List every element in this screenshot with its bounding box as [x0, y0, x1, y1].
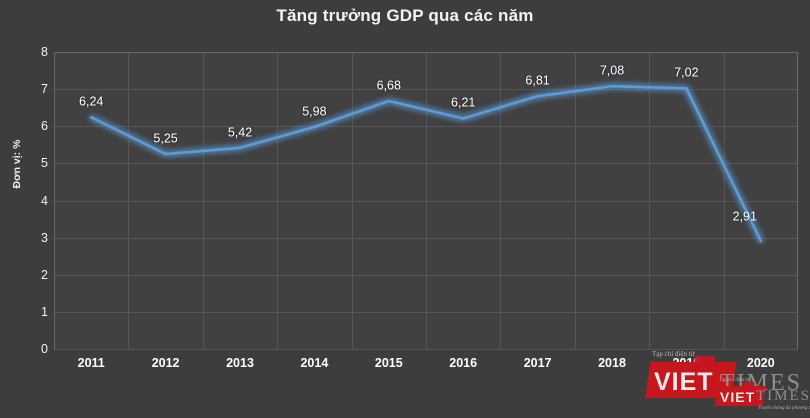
x-axis-tick: 2017 — [523, 356, 552, 370]
x-axis-tick: 2012 — [151, 356, 180, 370]
data-point-label: 6,24 — [79, 94, 104, 109]
watermark-brand-primary: VIET — [720, 389, 756, 405]
grid-line-vertical — [574, 52, 576, 349]
x-axis-tick: 2016 — [449, 356, 478, 370]
watermark-brand-secondary: TIMES — [756, 388, 810, 404]
plot-border-left — [54, 52, 55, 349]
grid-line-vertical — [426, 52, 427, 349]
watermark-tagline: Tạp chí điện tử — [719, 378, 750, 383]
y-axis-tick: 2 — [41, 267, 48, 282]
x-axis-tick: 2020 — [746, 356, 775, 370]
watermark-tagline: Tạp chí điện tử — [652, 350, 695, 358]
data-point-label: 2,91 — [732, 209, 757, 224]
grid-line-vertical — [351, 52, 353, 349]
x-axis-tick: 2014 — [300, 356, 329, 370]
plot-border-right — [797, 52, 798, 349]
data-point-label: 7,02 — [674, 65, 699, 80]
chart-title: Tăng trưởng GDP qua các năm — [276, 6, 534, 25]
plot-border-top — [54, 52, 798, 53]
grid-line-horizontal — [54, 349, 798, 350]
data-point-label: 5,25 — [153, 131, 178, 146]
y-axis-tick: 3 — [41, 230, 48, 245]
grid-line-vertical — [723, 52, 725, 349]
data-point-label: 6,81 — [525, 73, 550, 88]
grid-line-vertical — [277, 52, 279, 349]
grid-line-vertical — [202, 52, 204, 349]
y-axis-tick-labels: 0 1 2 3 4 5 6 7 8 — [8, 0, 48, 418]
y-axis-tick: 1 — [41, 304, 48, 319]
data-point-label: 5,42 — [227, 125, 253, 140]
watermark-viettimes-secondary: Tạp chí điện tử VIET TIMES Truyền thông … — [714, 374, 810, 416]
data-point-label: 5,98 — [302, 104, 327, 119]
data-point-label: 6,21 — [451, 95, 476, 110]
data-point-label: 6,68 — [376, 78, 401, 93]
watermark-brand-primary: VIET — [654, 368, 714, 396]
data-point-label: 7,08 — [599, 63, 625, 78]
plot-area: 6,24 5,25 5,42 5,98 6,68 6,21 6,81 7,08 7,02 2,91 — [54, 52, 798, 350]
y-axis-tick: 7 — [41, 81, 48, 96]
y-axis-tick: 8 — [41, 44, 48, 59]
x-axis-tick: 2015 — [374, 356, 403, 370]
grid-line-vertical — [649, 52, 651, 349]
y-axis-tick: 6 — [41, 119, 48, 133]
series-line-gdp — [89, 84, 763, 243]
y-axis-tick: 0 — [41, 341, 48, 356]
grid-line-vertical — [500, 52, 502, 349]
x-axis-tick: 2011 — [77, 356, 105, 370]
grid-line-vertical — [128, 52, 130, 349]
y-axis-tick: 5 — [41, 156, 48, 171]
x-axis-tick: 2013 — [226, 356, 254, 370]
x-axis-tick: 2018 — [598, 356, 626, 370]
y-axis-tick: 4 — [41, 193, 48, 208]
watermark-slogan: Truyền thông đa phương tiện — [758, 406, 810, 411]
